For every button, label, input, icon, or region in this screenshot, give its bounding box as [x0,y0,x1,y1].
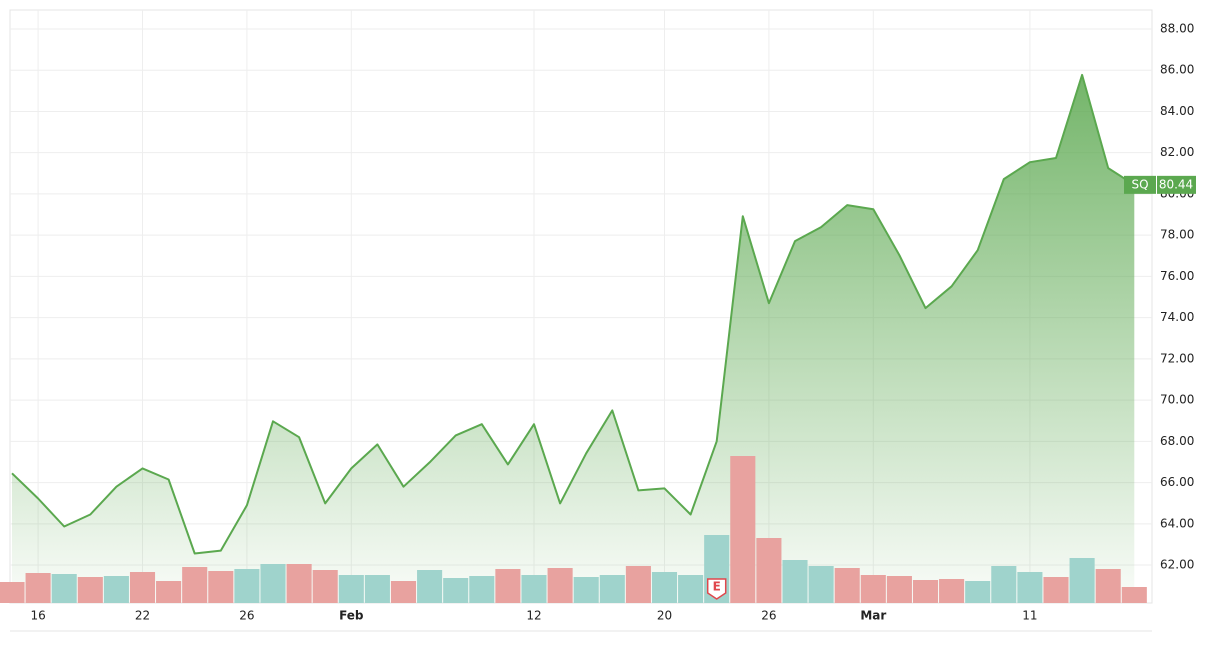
last-price-tag [1124,175,1156,194]
volume-bar [443,578,469,603]
y-tick-label: 66.00 [1160,475,1194,489]
volume-bar [573,577,599,603]
volume-bar [338,575,364,603]
volume-bar [991,566,1017,603]
volume-bar [599,575,625,603]
y-tick-label: 86.00 [1160,63,1194,77]
volume-bar [312,570,338,603]
volume-bar [390,581,417,603]
y-tick-label: 76.00 [1160,269,1194,283]
x-tick-label: 16 [30,609,45,623]
volume-bar [860,575,886,603]
volume-bar [1043,577,1069,603]
x-tick-label: 26 [761,609,776,623]
y-tick-label: 78.00 [1160,228,1194,242]
x-tick-label: 26 [239,609,254,623]
volume-bar [886,576,912,603]
volume-bar [364,575,390,603]
volume-bar [547,568,573,603]
volume-bar [495,569,521,603]
volume-bar [0,582,25,603]
volume-bar [156,581,182,603]
volume-bar [1121,587,1147,603]
x-tick-label: 20 [657,609,672,623]
volume-bar [77,577,103,603]
volume-bar [651,572,678,603]
volume-bar [834,568,860,603]
volume-bar [782,560,808,603]
y-tick-label: 70.00 [1160,393,1194,407]
volume-bar [234,569,260,603]
volume-bar [129,572,156,603]
volume-bar [25,573,51,603]
x-tick-label: 11 [1022,609,1037,623]
volume-bar [182,567,208,603]
volume-bar [260,564,286,603]
x-tick-label: 22 [135,609,150,623]
volume-bar [678,575,704,603]
y-tick-label: 72.00 [1160,351,1194,365]
last-price: 80.44 [1159,177,1193,191]
volume-bar [286,564,312,603]
y-tick-label: 88.00 [1160,21,1194,35]
volume-bar [965,581,991,603]
price-line [11,73,1135,555]
y-tick-label: 82.00 [1160,145,1194,159]
x-tick-label: Mar [860,609,886,623]
volume-bar [1095,569,1121,603]
volume-bar [208,571,234,603]
x-tick-label: Feb [339,609,364,623]
last-price-tag [1157,175,1196,194]
earnings-label: E [713,580,721,594]
volume-bar [939,579,965,603]
area-fill [12,74,1135,603]
volume-bar [730,456,756,603]
y-tick-label: 62.00 [1160,558,1194,572]
earnings-marker [706,578,727,600]
volume-bar [417,570,443,603]
x-tick-label: 12 [526,609,541,623]
volume-bar [1069,558,1095,603]
y-tick-label: 84.00 [1160,104,1194,118]
volume-bar [756,538,782,603]
y-tick-label: 64.00 [1160,516,1194,530]
volume-bar [625,566,651,603]
y-tick-label: 74.00 [1160,310,1194,324]
series-name: SQ [1131,177,1148,191]
volume-bar [912,580,939,603]
volume-bar [1017,572,1043,603]
volume-bar [469,576,495,603]
volume-bar [808,566,834,603]
volume-bar [521,575,547,603]
y-tick-label: 68.00 [1160,434,1194,448]
volume-bar [51,574,77,603]
volume-bar [103,576,129,603]
